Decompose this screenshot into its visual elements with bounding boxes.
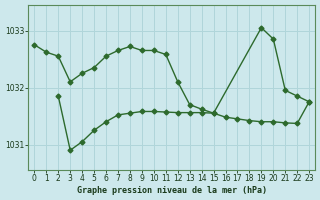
X-axis label: Graphe pression niveau de la mer (hPa): Graphe pression niveau de la mer (hPa) bbox=[77, 186, 267, 195]
